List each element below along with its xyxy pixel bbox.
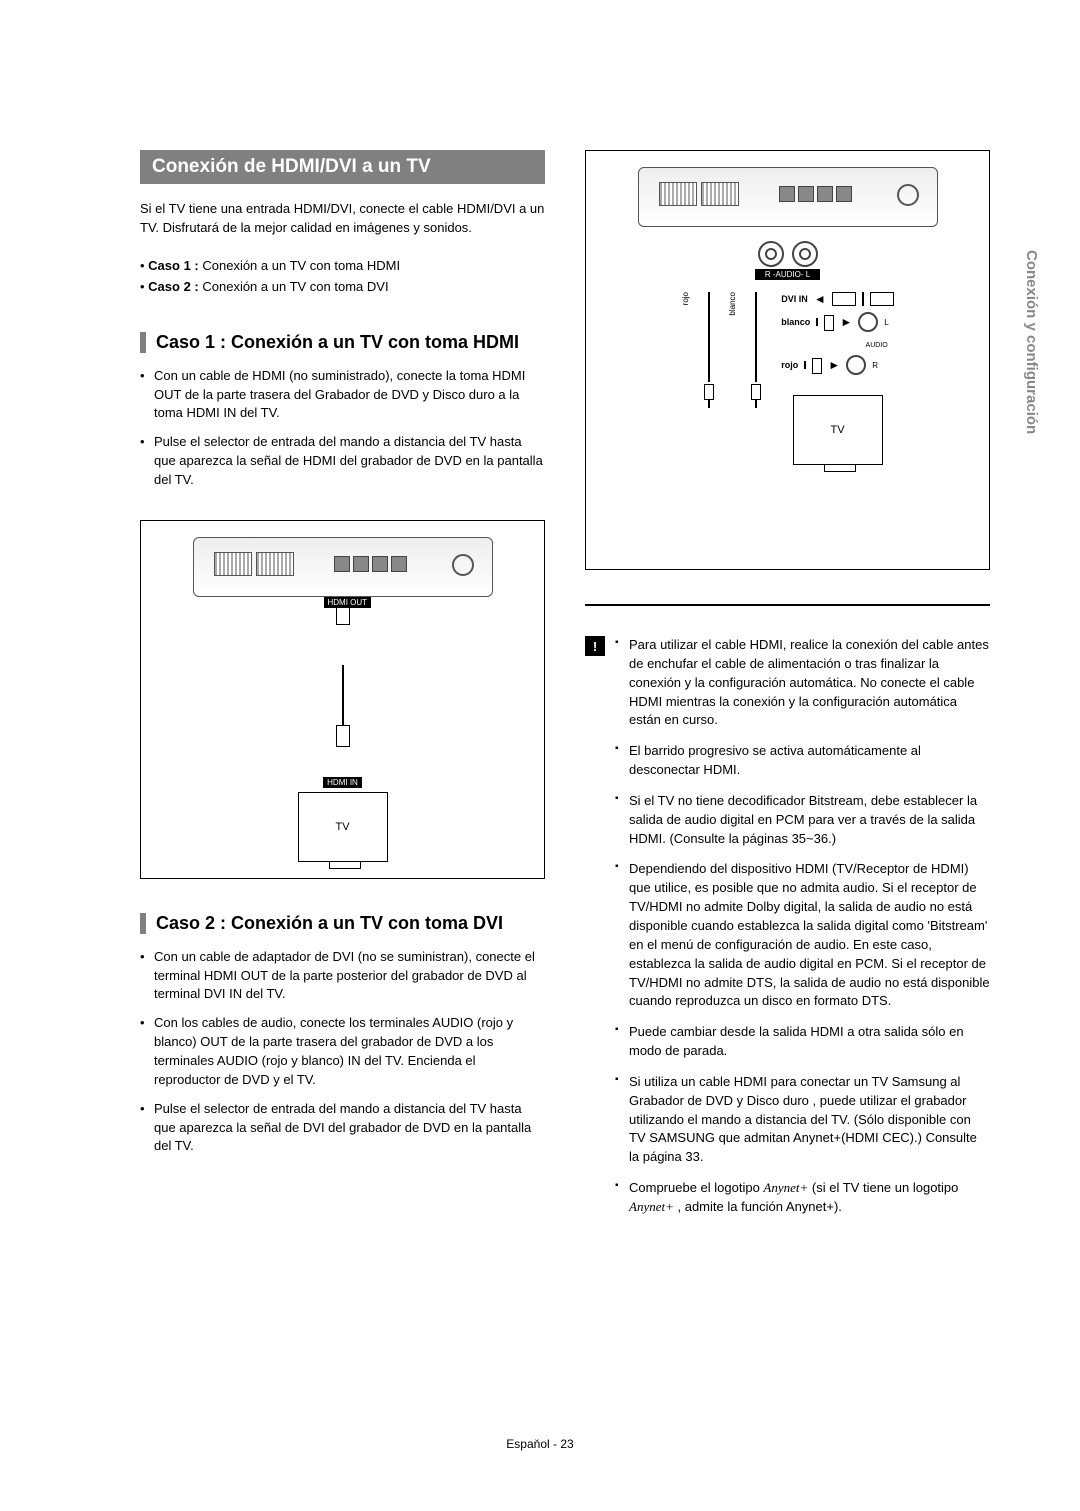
bullet-item: Pulse el selector de entrada del mando a… xyxy=(140,1100,545,1157)
note-divider xyxy=(585,604,990,606)
bullet-item: Con los cables de audio, conecte los ter… xyxy=(140,1014,545,1089)
diagram-caso1: HDMI OUT HDMI IN TV xyxy=(140,520,545,879)
audio-small-label: AUDIO xyxy=(866,342,888,349)
caso-text: Conexión a un TV con toma DVI xyxy=(199,279,389,294)
note-item: El barrido progresivo se activa automáti… xyxy=(615,742,990,780)
footer-lang: Espaňol xyxy=(506,1437,549,1451)
caso-bold: Caso 1 : xyxy=(148,258,199,273)
audio-out-label: R -AUDIO- L xyxy=(755,269,820,280)
caso2-bullets: Con un cable de adaptador de DVI (no se … xyxy=(140,948,545,1166)
note-item: Si utiliza un cable HDMI para conectar u… xyxy=(615,1073,990,1167)
dvd-recorder-icon: HDMI OUT xyxy=(193,537,493,597)
caso1-heading: Caso 1 : Conexión a un TV con toma HDMI xyxy=(140,332,545,353)
hdmi-in-label: HDMI IN xyxy=(323,777,362,788)
left-column: Conexión de HDMI/DVI a un TV Si el TV ti… xyxy=(140,150,545,1350)
dvd-recorder-icon xyxy=(638,167,938,227)
footer-page: 23 xyxy=(560,1437,573,1451)
audio-cables-icon: rojo blanco xyxy=(681,292,761,408)
page-columns: Conexión de HDMI/DVI a un TV Si el TV ti… xyxy=(140,150,990,1350)
note-item-anynet: Compruebe el logotipo Anynet+ (si el TV … xyxy=(615,1179,990,1217)
note-item: Dependiendo del dispositivo HDMI (TV/Rec… xyxy=(615,860,990,1011)
page-footer: Espaňol - 23 xyxy=(0,1437,1080,1451)
blanco-label: blanco xyxy=(728,292,737,316)
caso-summary-item: Caso 1 : Conexión a un TV con toma HDMI xyxy=(140,258,545,273)
audio-out-jacks xyxy=(758,241,818,267)
rojo-label: rojo xyxy=(681,292,690,305)
tv-icon: TV xyxy=(298,792,388,862)
blanco-label: blanco xyxy=(781,317,810,327)
anynet-text: (si el TV tiene un logotipo xyxy=(812,1180,958,1195)
hdmi-cable-icon xyxy=(342,665,344,725)
arrow-icon: ► xyxy=(840,315,852,329)
main-heading: Conexión de HDMI/DVI a un TV xyxy=(140,150,545,184)
rojo-label: rojo xyxy=(781,360,798,370)
note-item: Para utilizar el cable HDMI, realice la … xyxy=(615,636,990,730)
anynet-text: Compruebe el logotipo xyxy=(629,1180,763,1195)
note-icon: ! xyxy=(585,636,605,656)
caso1-bullets: Con un cable de HDMI (no suministrado), … xyxy=(140,367,545,500)
bullet-item: Pulse el selector de entrada del mando a… xyxy=(140,433,545,490)
diagram-caso2: R -AUDIO- L rojo blanco xyxy=(585,150,990,570)
hdmi-out-label: HDMI OUT xyxy=(324,597,372,608)
note-item: Si el TV no tiene decodificador Bitstrea… xyxy=(615,792,990,849)
arrow-icon: ◄ xyxy=(814,292,826,306)
audio-in-r-icon xyxy=(846,355,866,375)
anynet-logo-icon: Anynet+ xyxy=(629,1199,674,1214)
bullet-item: Con un cable de adaptador de DVI (no se … xyxy=(140,948,545,1005)
note-item: Puede cambiar desde la salida HDMI a otr… xyxy=(615,1023,990,1061)
dvi-in-label: DVI IN xyxy=(781,294,808,304)
caso-text: Conexión a un TV con toma HDMI xyxy=(199,258,400,273)
audio-in-l-icon xyxy=(858,312,878,332)
tv-icon: TV xyxy=(793,395,883,465)
intro-paragraph: Si el TV tiene una entrada HDMI/DVI, con… xyxy=(140,200,545,238)
anynet-logo-icon: Anynet+ xyxy=(763,1180,808,1195)
bullet-item: Con un cable de HDMI (no suministrado), … xyxy=(140,367,545,424)
audio-jack-red-icon xyxy=(758,241,784,267)
l-label: L xyxy=(884,318,888,327)
notes-list: Para utilizar el cable HDMI, realice la … xyxy=(615,636,990,1229)
dvi-port-icon xyxy=(832,292,856,306)
tv-label: TV xyxy=(335,821,349,833)
audio-jack-white-icon xyxy=(792,241,818,267)
tv-label: TV xyxy=(830,424,844,436)
arrow-icon: ► xyxy=(828,358,840,372)
r-label: R xyxy=(872,361,878,370)
side-tab: Conexión y configuración xyxy=(1023,250,1040,434)
hdmi-plug-icon xyxy=(336,725,350,747)
caso-summary-list: Caso 1 : Conexión a un TV con toma HDMI … xyxy=(140,258,545,300)
dvi-plug-icon xyxy=(870,292,894,306)
anynet-text: , admite la función Anynet+). xyxy=(678,1199,842,1214)
right-column: R -AUDIO- L rojo blanco xyxy=(585,150,990,1350)
caso-bold: Caso 2 : xyxy=(148,279,199,294)
notes-section: ! Para utilizar el cable HDMI, realice l… xyxy=(585,636,990,1229)
caso-summary-item: Caso 2 : Conexión a un TV con toma DVI xyxy=(140,279,545,294)
caso2-heading: Caso 2 : Conexión a un TV con toma DVI xyxy=(140,913,545,934)
